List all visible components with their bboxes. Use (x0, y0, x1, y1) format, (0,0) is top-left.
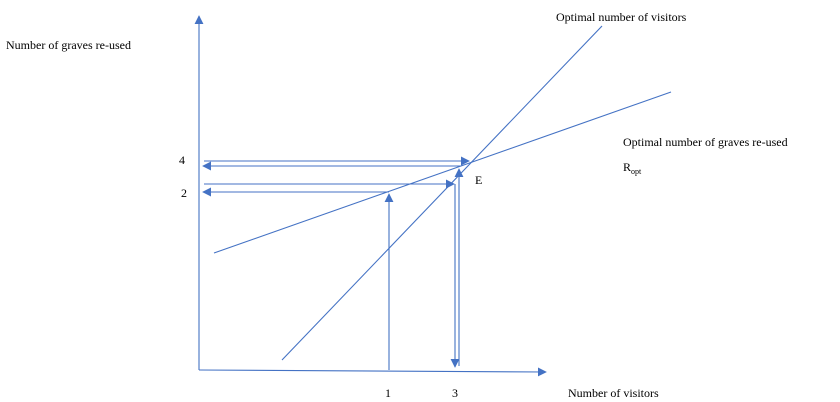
y-axis-label: Number of graves re-used (6, 38, 131, 52)
visitors-line-label: Optimal number of visitors (556, 10, 687, 24)
optimal-visitors-line (281, 25, 603, 361)
r-opt-label: Ropt (623, 160, 642, 176)
optimal-graves-line (213, 91, 672, 254)
x-axis (198, 367, 547, 377)
graves-line-label: Optimal number of graves re-used (623, 135, 788, 149)
x-axis-label: Number of visitors (568, 386, 659, 400)
y-tick-4: 4 (179, 153, 185, 167)
equilibrium-label: E (475, 173, 482, 187)
x-tick-3: 3 (452, 386, 458, 400)
y-tick-2: 2 (181, 186, 187, 200)
x-tick-1: 1 (385, 386, 391, 400)
